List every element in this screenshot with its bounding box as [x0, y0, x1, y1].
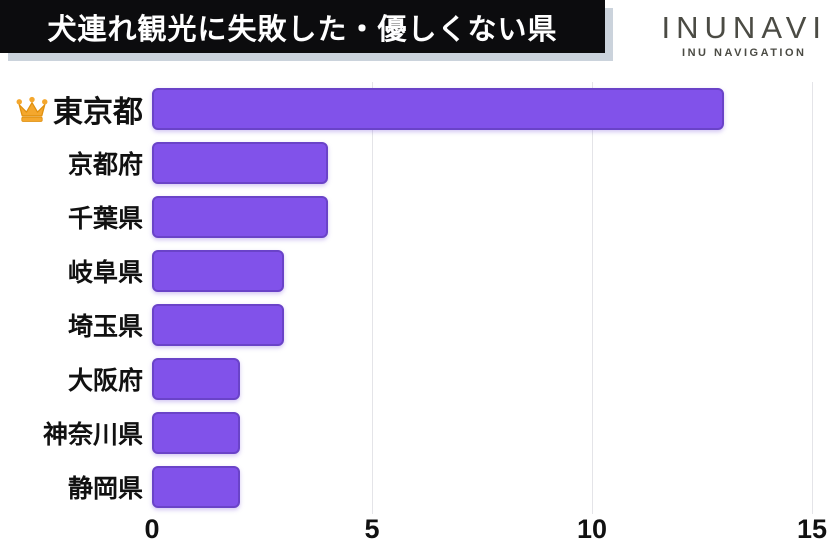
bar-7	[152, 412, 240, 454]
logo-subtitle: INU NAVIGATION	[682, 47, 807, 59]
chart-row: 千葉県	[0, 190, 837, 244]
x-tick-label: 15	[796, 514, 828, 544]
page-title: 犬連れ観光に失敗した・優しくない県	[47, 13, 558, 46]
bar-chart: 東京都京都府千葉県岐阜県埼玉県大阪府神奈川県静岡県	[0, 82, 837, 514]
category-label: 静岡県	[67, 475, 143, 503]
bar-track	[152, 88, 812, 130]
x-tick-label: 0	[144, 514, 160, 544]
bar-track	[152, 412, 812, 454]
category-label: 京都府	[67, 151, 143, 179]
bar-5	[152, 304, 284, 346]
chart-row: 神奈川県	[0, 406, 837, 460]
bar-1	[152, 88, 724, 130]
bar-6	[152, 358, 240, 400]
bar-3	[152, 196, 328, 238]
chart-row: 埼玉県	[0, 298, 837, 352]
category-label: 岐阜県	[67, 259, 143, 287]
chart-row: 京都府	[0, 136, 837, 190]
bar-track	[152, 196, 812, 238]
bar-4	[152, 250, 284, 292]
title-banner: 犬連れ観光に失敗した・優しくない県	[0, 0, 605, 53]
category-label: 神奈川県	[42, 421, 143, 449]
chart-row: 大阪府	[0, 352, 837, 406]
bar-8	[152, 466, 240, 508]
x-tick-label: 10	[576, 514, 608, 544]
logo-wordmark: INUNAVI	[661, 10, 827, 45]
category-label: 埼玉県	[67, 313, 143, 341]
bar-track	[152, 304, 812, 346]
category-label: 東京都	[53, 96, 143, 129]
category-label: 大阪府	[67, 367, 143, 395]
chart-row: 東京都	[0, 82, 837, 136]
inunavi-logo: INUNAVI INU NAVIGATION	[662, 12, 827, 59]
crown-icon	[15, 96, 49, 123]
bar-track	[152, 358, 812, 400]
x-axis: 0 5 10 15	[144, 514, 827, 554]
chart-row: 岐阜県	[0, 244, 837, 298]
bar-track	[152, 466, 812, 508]
chart-row: 静岡県	[0, 460, 837, 514]
category-label: 千葉県	[67, 205, 143, 233]
bar-2	[152, 142, 328, 184]
x-tick-label: 5	[364, 514, 380, 544]
bar-track	[152, 250, 812, 292]
bar-track	[152, 142, 812, 184]
